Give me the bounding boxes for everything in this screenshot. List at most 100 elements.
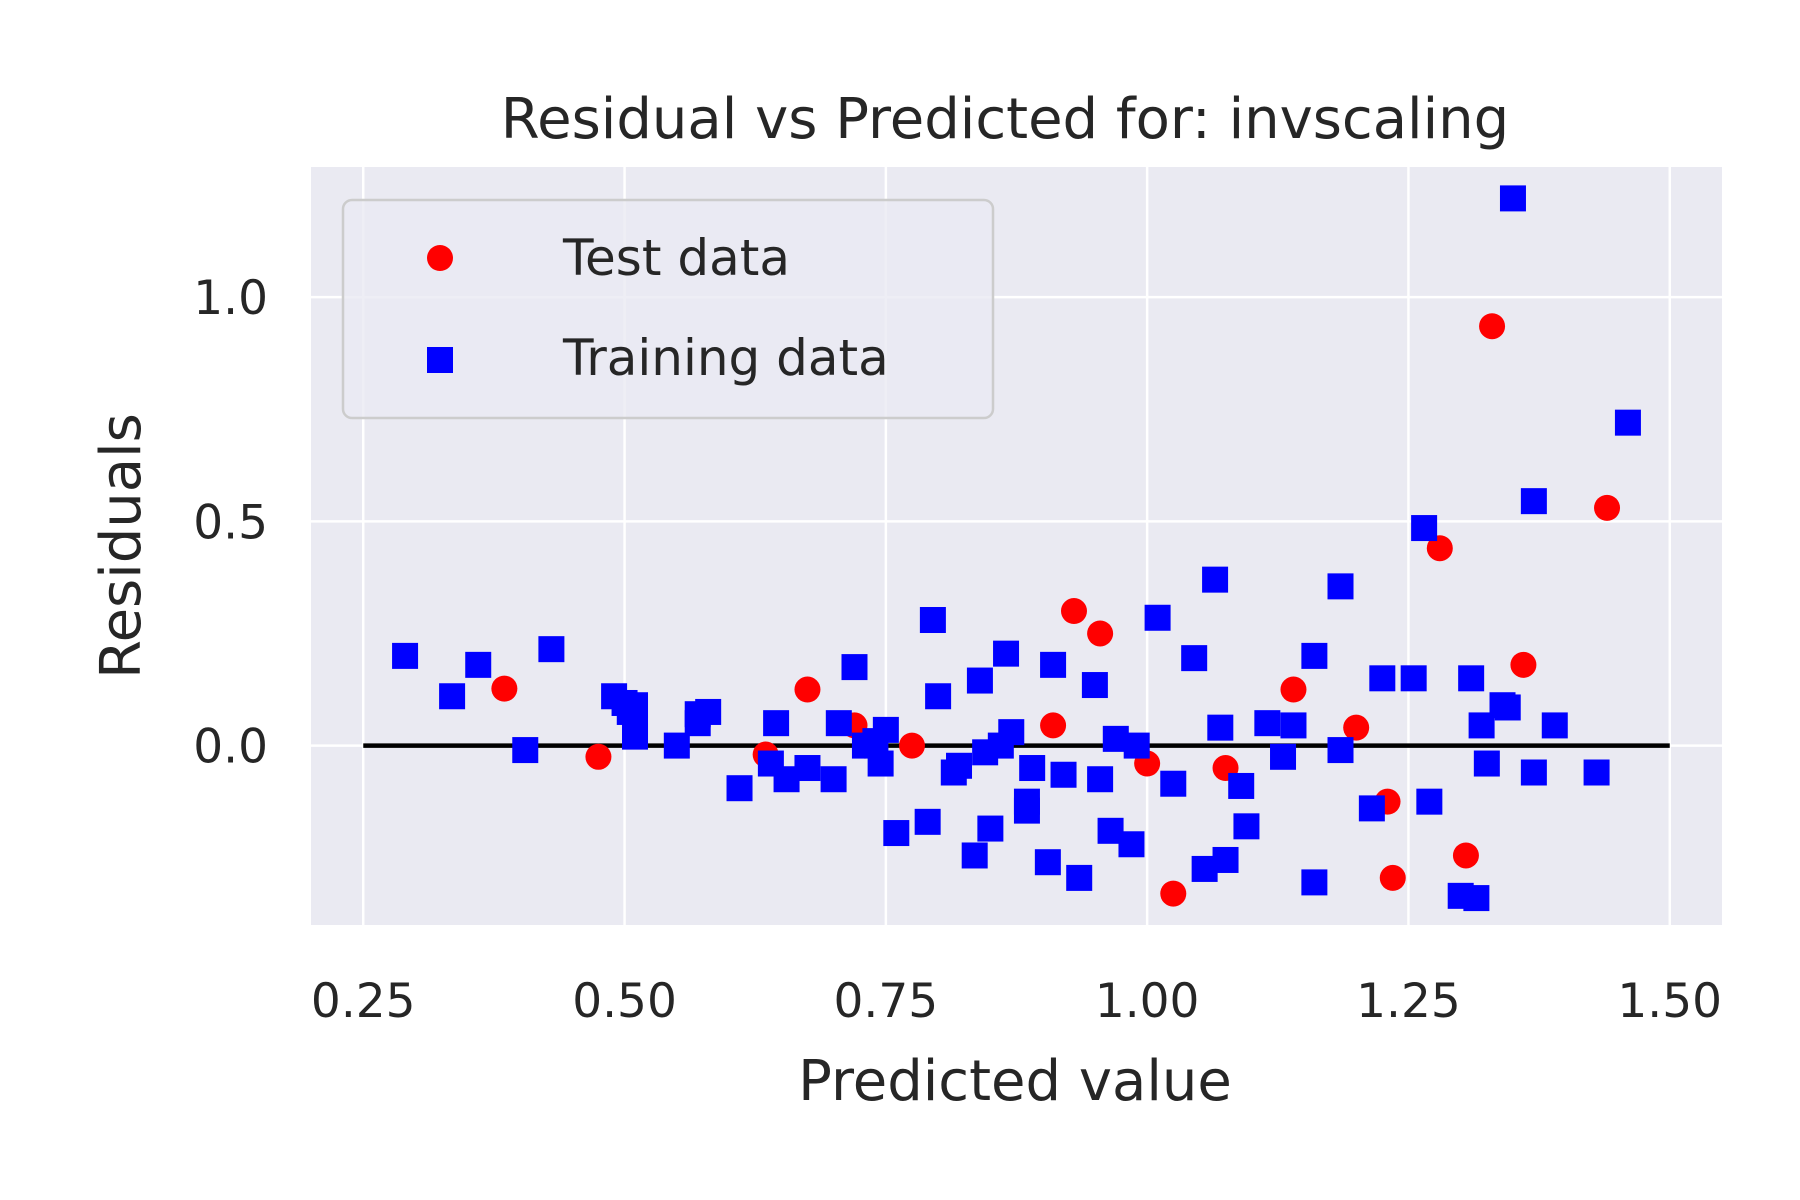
training-data-point [1034, 849, 1061, 876]
training-data-point [1019, 755, 1046, 782]
test-data-point [1040, 712, 1067, 739]
training-data-point [663, 732, 690, 759]
training-data-point [1144, 604, 1171, 631]
training-data-point [946, 752, 973, 779]
training-data-point [914, 808, 941, 835]
legend-test-marker [427, 245, 453, 271]
training-data-points [392, 185, 1641, 912]
training-data-point [883, 820, 910, 847]
test-data-point [1379, 864, 1406, 891]
training-data-point [1494, 694, 1521, 721]
training-data-point [1160, 770, 1187, 797]
x-tick-label: 0.50 [572, 974, 677, 1029]
training-data-point [1411, 515, 1438, 542]
training-data-point [1541, 712, 1568, 739]
y-tick-label: 1.0 [193, 271, 268, 326]
training-data-point [841, 654, 868, 681]
chart-title: Residual vs Predicted for: invscaling [501, 87, 1509, 152]
training-data-point [1270, 743, 1297, 770]
training-data-point [825, 710, 852, 737]
training-data-point [1066, 864, 1093, 891]
training-data-point [867, 750, 894, 777]
training-data-point [726, 775, 753, 802]
legend-test-label: Test data [562, 229, 790, 287]
training-data-point [820, 766, 847, 793]
test-data-point [794, 676, 821, 703]
training-data-point [794, 755, 821, 782]
training-data-point [695, 698, 722, 725]
test-data-point [585, 743, 612, 770]
training-data-point [1212, 846, 1239, 873]
training-data-point [1327, 737, 1354, 764]
training-data-point [1123, 732, 1150, 759]
x-tick-label: 1.00 [1095, 974, 1200, 1029]
test-data-point [491, 675, 518, 702]
training-data-point [1040, 651, 1067, 678]
training-data-point [1400, 665, 1427, 692]
training-data-point [1473, 750, 1500, 777]
test-data-point [1510, 651, 1537, 678]
training-data-point [1327, 573, 1354, 600]
y-tick-label: 0.0 [193, 720, 268, 775]
training-data-point [1520, 759, 1547, 786]
training-data-point [1416, 788, 1443, 815]
training-data-point [1013, 788, 1040, 815]
training-data-point [966, 667, 993, 694]
test-data-point [1594, 494, 1621, 521]
training-data-point [925, 683, 952, 710]
training-data-point [1081, 672, 1108, 699]
y-axis-label: Residuals [89, 413, 154, 679]
training-data-point [763, 710, 790, 737]
training-data-point [538, 636, 565, 663]
y-tick-labels: 0.0 0.5 1.0 [193, 271, 268, 775]
training-data-point [872, 716, 899, 743]
training-data-point [1087, 766, 1114, 793]
test-data-point [1280, 676, 1307, 703]
x-tick-labels: 0.25 0.50 0.75 1.00 1.25 1.50 [311, 974, 1722, 1029]
y-tick-label: 0.5 [193, 495, 268, 550]
x-tick-label: 0.25 [311, 974, 416, 1029]
training-data-point [622, 723, 649, 750]
test-data-point [1060, 598, 1087, 625]
training-data-point [919, 607, 946, 634]
training-data-point [1280, 712, 1307, 739]
training-data-point [1358, 795, 1385, 822]
training-data-point [1118, 831, 1145, 858]
training-data-point [1499, 185, 1526, 212]
test-data-point [1479, 313, 1506, 340]
training-data-point [961, 842, 988, 869]
test-data-point [1160, 880, 1187, 907]
training-data-point [1228, 772, 1255, 799]
training-data-point [1181, 645, 1208, 672]
training-data-point [998, 719, 1025, 746]
legend-box [341, 198, 995, 420]
training-data-point [1301, 869, 1328, 896]
training-data-point [1301, 642, 1328, 669]
training-data-point [1463, 885, 1490, 912]
training-data-point [622, 692, 649, 719]
x-tick-label: 0.75 [834, 974, 939, 1029]
legend-training-marker [427, 347, 453, 373]
legend-training-label: Training data [562, 329, 889, 387]
training-data-point [1254, 710, 1281, 737]
training-data-point [1583, 759, 1610, 786]
training-data-point [512, 737, 539, 764]
training-data-point [1520, 488, 1547, 515]
training-data-point [392, 642, 419, 669]
training-data-point [1458, 665, 1485, 692]
test-data-point [1426, 535, 1453, 562]
training-data-point [1050, 761, 1077, 788]
training-data-point [993, 640, 1020, 667]
test-data-point [1452, 842, 1479, 869]
training-data-point [1614, 409, 1641, 436]
training-data-point [1369, 665, 1396, 692]
training-data-point [1233, 813, 1260, 840]
training-data-point [465, 651, 492, 678]
training-data-point [1207, 714, 1234, 741]
training-data-point [977, 815, 1004, 842]
x-axis-label: Predicted value [798, 1049, 1232, 1114]
training-data-point [1202, 566, 1229, 593]
legend: Test data Training data [341, 198, 995, 420]
test-data-point [1087, 620, 1114, 647]
